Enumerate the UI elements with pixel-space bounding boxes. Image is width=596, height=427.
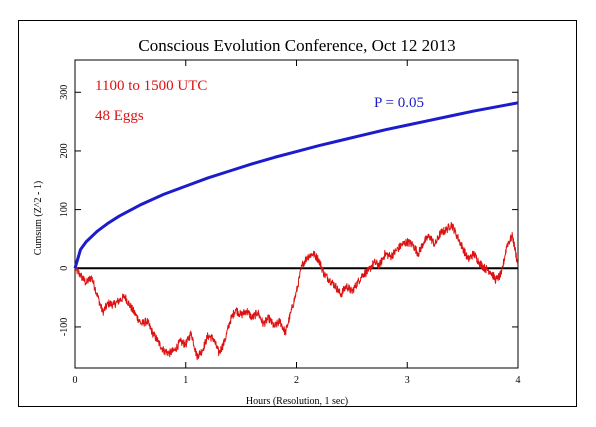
y-tick-label: 100 [59,202,70,217]
y-tick-label: 0 [59,266,70,271]
x-tick-label: 4 [516,375,521,386]
x-tick-label: 0 [73,375,78,386]
y-tick-label: 200 [59,143,70,158]
x-tick-label: 1 [183,375,188,386]
y-axis-label: Cumsum (Z^2 - 1) [33,181,44,255]
plot-border [74,59,519,369]
chart-title: Conscious Evolution Conference, Oct 12 2… [138,36,455,55]
chart-frame [18,20,577,407]
x-tick-label: 3 [405,375,410,386]
annotation-egg-count: 48 Eggs [95,108,144,124]
x-tick-label: 2 [294,375,299,386]
x-axis-label: Hours (Resolution, 1 sec) [246,396,348,407]
series-line-cumsum [74,221,519,361]
series-line-p005 [73,101,519,269]
annotation-p-value: P = 0.05 [374,95,424,111]
annotation-time-range: 1100 to 1500 UTC [95,78,207,94]
y-tick-label: 300 [59,85,70,100]
y-tick-label: -100 [59,318,70,336]
plot-area: 0 1 2 3 4 -100 0 100 200 300 [59,59,521,386]
